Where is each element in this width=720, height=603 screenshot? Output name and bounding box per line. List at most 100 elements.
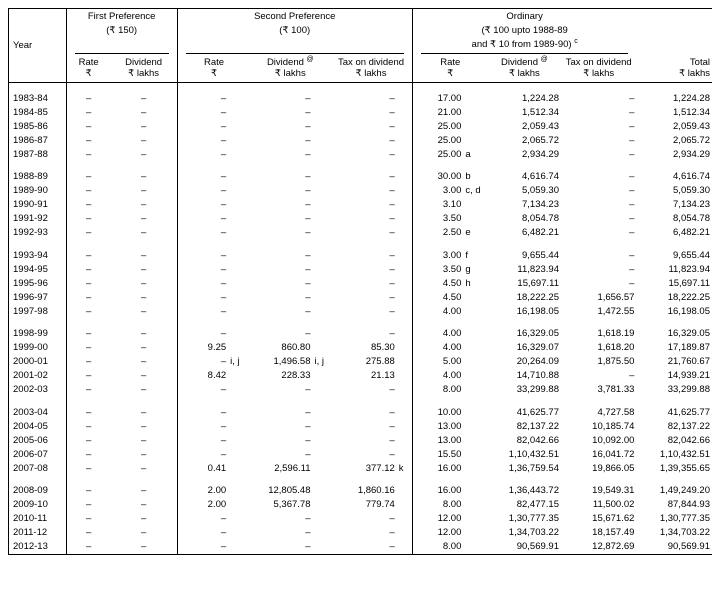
sr-rate: – [177,119,228,133]
or-rate-note [463,498,487,512]
or-div: 2,059.43 [488,119,561,133]
year-cell: 1990-91 [9,198,67,212]
total: 1,224.28 [636,82,712,105]
sr-tax-note [397,318,413,341]
fr-div: – [111,397,178,420]
year-cell: 1997-98 [9,304,67,318]
sr-rate-note [228,397,250,420]
or-rate-note [463,318,487,341]
sr-tax-note [397,133,413,147]
year-cell: 1998-99 [9,318,67,341]
hdr-first-pref-amt: (₹ 150) [66,23,177,37]
fr-rate: – [66,304,110,318]
fr-rate: – [66,419,110,433]
sr-div: – [250,276,312,290]
sr-rate-note [228,433,250,447]
or-div: 7,134.23 [488,198,561,212]
hdr-or-div: Dividend @₹ lakhs [488,55,561,82]
or-tax: – [561,212,636,226]
or-div: 1,512.34 [488,105,561,119]
fr-div: – [111,512,178,526]
or-rate-note [463,447,487,461]
sr-tax: – [330,433,397,447]
sr-div: – [250,240,312,263]
or-tax: 10,092.00 [561,433,636,447]
year-cell: 2000-01 [9,355,67,369]
or-div: 82,137.22 [488,419,561,433]
or-rate-note [463,369,487,383]
total: 33,299.88 [636,383,712,397]
or-tax: – [561,133,636,147]
or-tax: 1,618.19 [561,318,636,341]
sr-rate-note [228,147,250,161]
hdr-total: Total₹ lakhs [636,55,712,82]
sr-rate: – [177,262,228,276]
total: 82,042.66 [636,433,712,447]
table-row: 2008-09––2.0012,805.481,860.1616.001,36,… [9,475,713,498]
total: 2,065.72 [636,133,712,147]
or-rate-note [463,82,487,105]
year-cell: 1988-89 [9,161,67,184]
fr-div: – [111,105,178,119]
sr-div: 12,805.48 [250,475,312,498]
or-rate-note: g [463,262,487,276]
sr-rate-note: i, j [228,355,250,369]
or-rate-note [463,461,487,475]
fr-rate: – [66,133,110,147]
hdr-fr-div: Dividend₹ lakhs [111,55,178,82]
sr-tax-note [397,512,413,526]
total: 90,569.91 [636,540,712,555]
or-div: 9,655.44 [488,240,561,263]
fr-div: – [111,276,178,290]
year-cell: 1999-00 [9,341,67,355]
sr-rate-note [228,212,250,226]
hdr-fr-rate: Rate₹ [66,55,110,82]
or-rate-note [463,419,487,433]
or-div: 90,569.91 [488,540,561,555]
sr-tax-note: k [397,461,413,475]
sr-tax: – [330,304,397,318]
sr-div-note [312,475,330,498]
sr-rate: – [177,447,228,461]
sr-rate: – [177,133,228,147]
sr-tax: – [330,240,397,263]
sr-div-note [312,419,330,433]
table-row: 1999-00––9.25860.8085.304.0016,329.071,6… [9,341,713,355]
total: 4,616.74 [636,161,712,184]
or-rate: 13.00 [412,419,463,433]
sr-rate: – [177,212,228,226]
sr-div: – [250,433,312,447]
or-rate-note [463,119,487,133]
or-div: 1,36,759.54 [488,461,561,475]
table-body: 1983-84–––––17.001,224.28–1,224.281984-8… [9,82,713,554]
or-tax: 4,727.58 [561,397,636,420]
table-row: 2000-01–––i, j1,496.58i, j275.885.0020,2… [9,355,713,369]
sr-rate-note [228,226,250,240]
or-tax: – [561,147,636,161]
table-row: 1989-90–––––3.00c, d5,059.30–5,059.30 [9,184,713,198]
or-rate-note [463,540,487,555]
total: 21,760.67 [636,355,712,369]
sr-tax: – [330,383,397,397]
or-rate: 8.00 [412,540,463,555]
or-div: 2,934.29 [488,147,561,161]
sr-rate: 9.25 [177,341,228,355]
sr-tax: – [330,147,397,161]
or-rate-note [463,512,487,526]
sr-div-note [312,397,330,420]
fr-div: – [111,290,178,304]
fr-div: – [111,198,178,212]
or-rate: 5.00 [412,355,463,369]
or-tax: – [561,161,636,184]
sr-rate: 2.00 [177,475,228,498]
fr-div: – [111,383,178,397]
fr-div: – [111,147,178,161]
year-cell: 1993-94 [9,240,67,263]
year-cell: 1994-95 [9,262,67,276]
sr-rate-note [228,276,250,290]
sr-div-note [312,341,330,355]
or-tax: 1,875.50 [561,355,636,369]
year-cell: 1996-97 [9,290,67,304]
sr-div-note [312,161,330,184]
year-cell: 1995-96 [9,276,67,290]
